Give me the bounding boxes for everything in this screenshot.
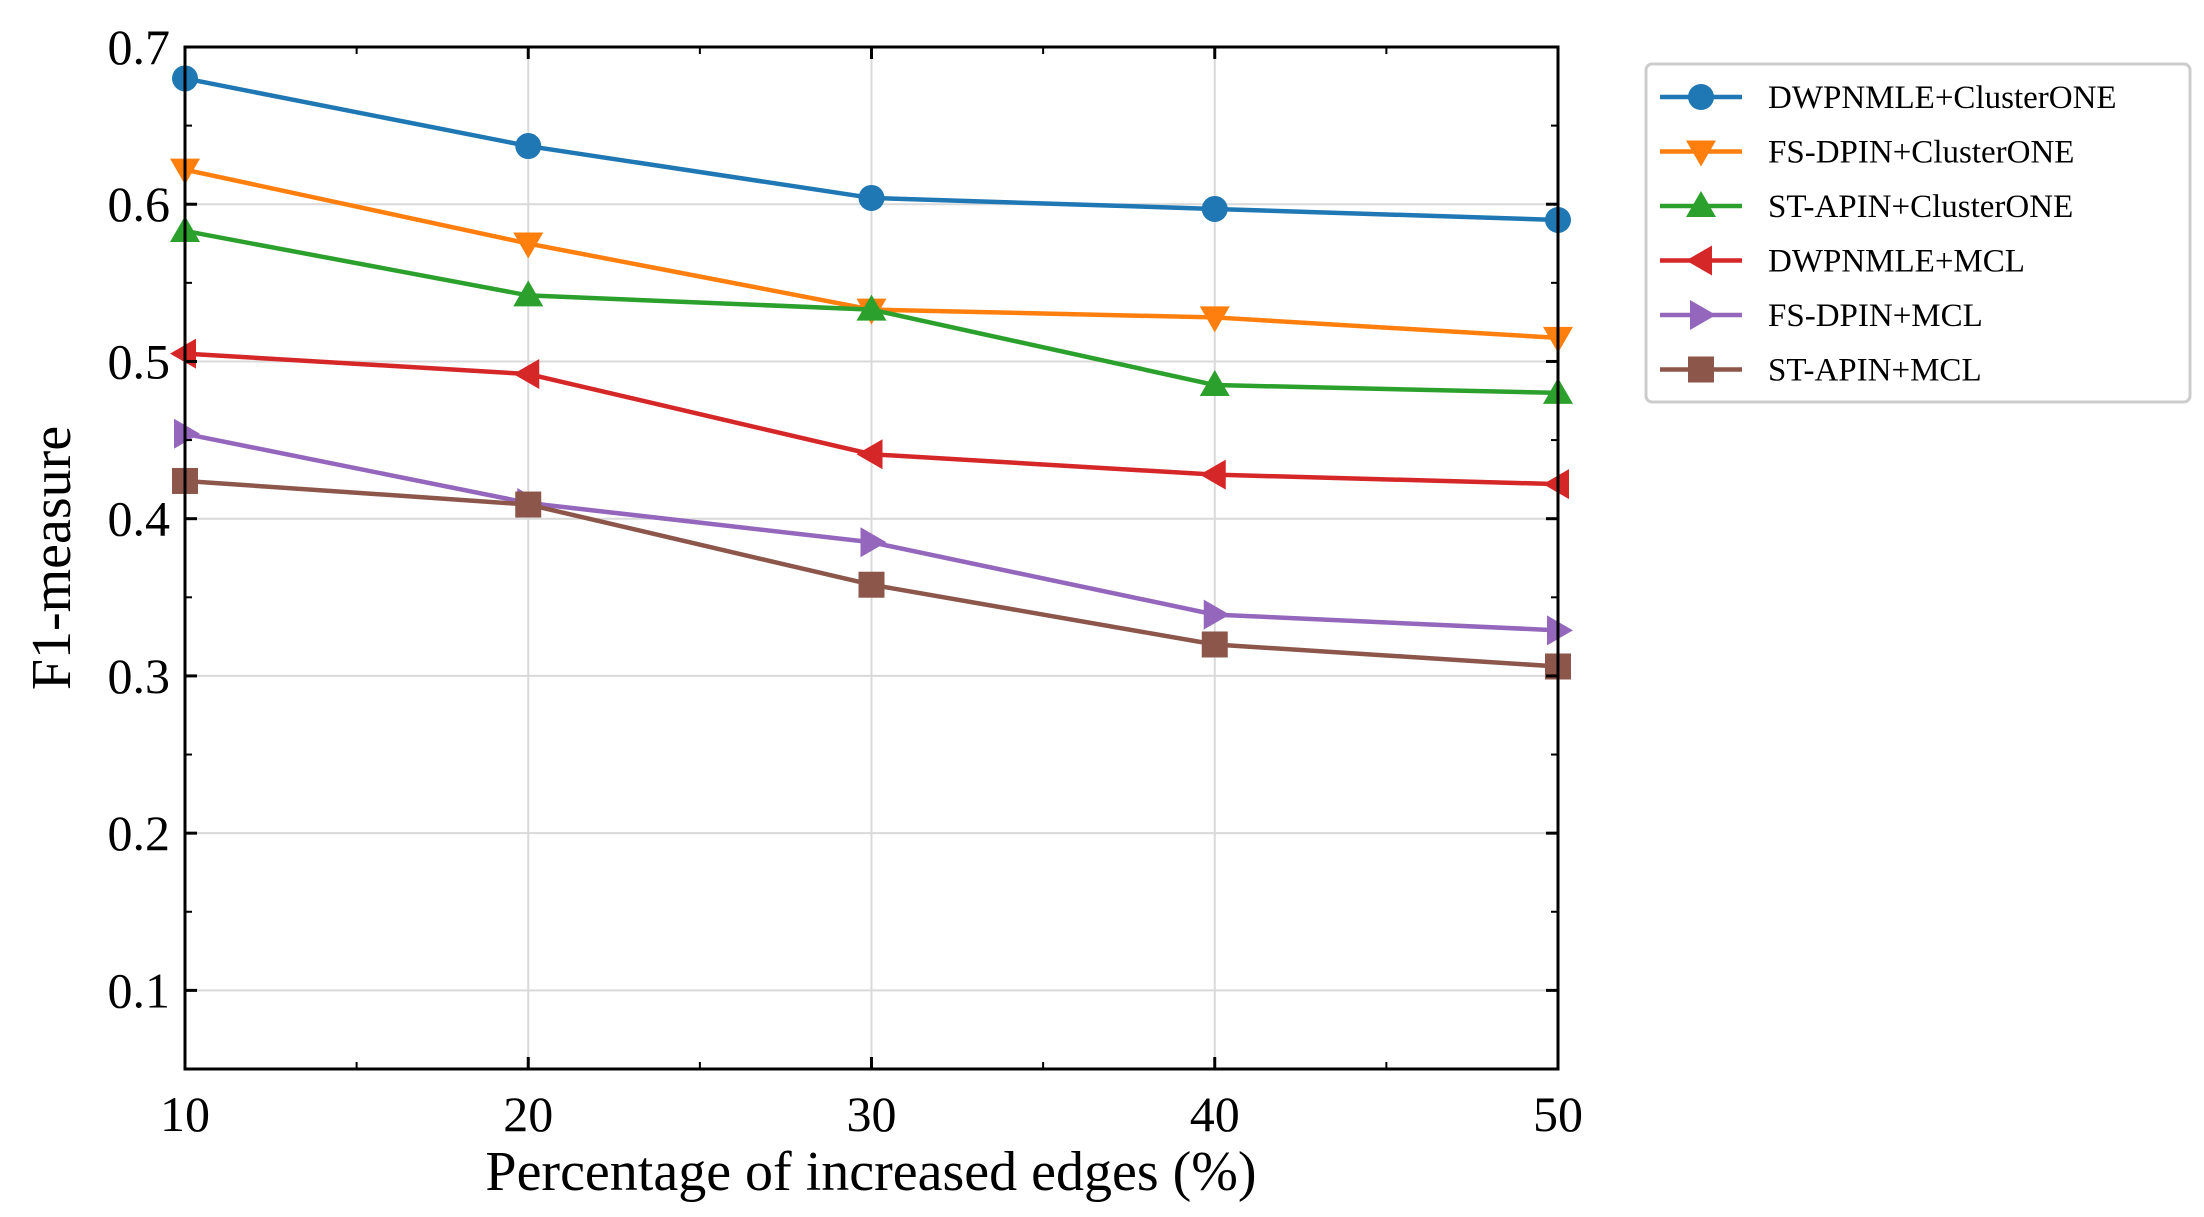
data-point <box>513 280 544 307</box>
data-point <box>860 527 887 558</box>
data-point <box>858 184 885 211</box>
x-tick-label: 30 <box>847 1086 897 1142</box>
data-point <box>856 294 887 321</box>
data-point <box>513 232 544 259</box>
data-point <box>1201 195 1228 222</box>
y-tick-label: 0.2 <box>108 805 171 861</box>
data-point <box>515 133 542 160</box>
legend-item: ST-APIN+ClusterONE <box>1660 189 2073 225</box>
y-tick-label: 0.3 <box>108 648 171 704</box>
legend-label: FS-DPIN+ClusterONE <box>1768 135 2074 171</box>
x-tick-label: 10 <box>160 1086 210 1142</box>
legend-item: DWPNMLE+ClusterONE <box>1660 80 2117 116</box>
legend-label: ST-APIN+ClusterONE <box>1768 189 2073 225</box>
y-tick-label: 0.6 <box>108 176 171 232</box>
data-point <box>856 439 883 470</box>
x-tick-label: 20 <box>503 1086 553 1142</box>
legend-item: DWPNMLE+MCL <box>1660 244 2025 280</box>
data-point <box>858 571 885 598</box>
data-point <box>515 491 542 518</box>
data-point <box>174 418 200 449</box>
series-dwpnmle-mcl <box>170 338 1569 500</box>
y-axis-label: F1-measure <box>21 426 83 690</box>
legend-label: ST-APIN+MCL <box>1768 353 1982 389</box>
legend-label: DWPNMLE+MCL <box>1768 244 2025 280</box>
data-point <box>1203 599 1230 630</box>
data-point <box>1199 370 1230 397</box>
x-tick-label: 40 <box>1190 1086 1240 1142</box>
y-tick-label: 0.5 <box>108 333 171 389</box>
data-point <box>170 338 196 369</box>
x-tick-label: 50 <box>1533 1086 1583 1142</box>
series-dwpnmle-clusterone <box>172 65 1571 233</box>
legend-marker <box>1690 300 1716 330</box>
legend-item: ST-APIN+MCL <box>1660 353 1982 389</box>
y-tick-label: 0.4 <box>108 491 171 547</box>
legend: DWPNMLE+ClusterONE FS-DPIN+ClusterONE ST-A… <box>1644 62 2192 404</box>
data-point <box>1547 615 1573 646</box>
data-point <box>1543 469 1569 500</box>
legend-marker <box>1688 84 1714 110</box>
y-tick-label: 0.7 <box>108 19 171 75</box>
data-point <box>1199 459 1226 490</box>
y-tick-label: 0.1 <box>108 962 171 1018</box>
legend-marker <box>1688 356 1714 383</box>
legend-label: DWPNMLE+ClusterONE <box>1768 80 2117 116</box>
data-point <box>1199 306 1230 333</box>
series-group <box>170 65 1573 680</box>
ticks: 10 20 30 40 50 0.1 0.2 0.3 0.4 0.5 0.6 0.7 <box>108 19 1584 1142</box>
legend-label: FS-DPIN+MCL <box>1768 298 1983 334</box>
legend-item: FS-DPIN+MCL <box>1660 298 1983 334</box>
data-point <box>513 359 540 390</box>
legend-marker <box>1686 140 1716 167</box>
legend-box <box>1644 62 2192 404</box>
x-axis-label: Percentage of increased edges (%) <box>485 1141 1256 1203</box>
legend-item: FS-DPIN+ClusterONE <box>1660 135 2074 171</box>
legend-marker <box>1686 245 1712 276</box>
legend-marker <box>1686 191 1716 217</box>
data-point <box>1201 631 1228 658</box>
